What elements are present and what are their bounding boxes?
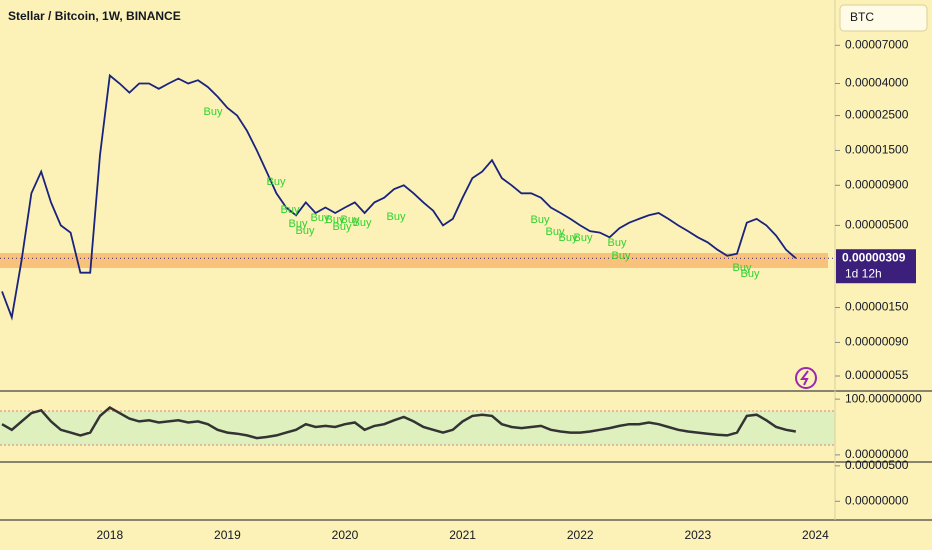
buy-annotation: Buy xyxy=(387,211,406,223)
buy-annotation: Buy xyxy=(296,225,315,237)
y-tick-label: 0.00000500 xyxy=(845,458,909,472)
buy-annotation: Buy xyxy=(741,268,760,280)
last-price-label: 0.00000309 xyxy=(842,250,906,264)
y-tick-label: 0.00000090 xyxy=(845,335,909,349)
y-tick-label: 0.00000000 xyxy=(845,447,909,461)
price-line xyxy=(1,73,797,321)
buy-annotation: Buy xyxy=(326,214,345,226)
buy-annotation: Buy xyxy=(267,176,286,188)
x-tick-label: 2018 xyxy=(96,528,123,542)
y-tick-label: 0.00000150 xyxy=(845,300,909,314)
buy-annotation: Buy xyxy=(311,212,330,224)
x-tick-label: 2022 xyxy=(567,528,594,542)
buy-annotation: Buy xyxy=(204,106,223,118)
y-tick-label: 0.00000055 xyxy=(845,368,909,382)
buy-annotation: Buy xyxy=(289,218,308,230)
x-tick-label: 2021 xyxy=(449,528,476,542)
buy-annotation: Buy xyxy=(333,221,352,233)
currency-button[interactable] xyxy=(839,4,928,32)
buy-annotation: Buy xyxy=(281,204,300,216)
buy-annotation: Buy xyxy=(341,214,360,226)
countdown-label: 1d 12h xyxy=(845,266,882,280)
buy-annotation: Buy xyxy=(353,217,372,229)
buy-annotation: Buy xyxy=(733,262,752,274)
buy-annotation: Buy xyxy=(559,232,578,244)
y-tick-label: 0.00001500 xyxy=(845,143,909,157)
support-zone xyxy=(0,253,828,268)
y-tick-label: 0.00007000 xyxy=(845,37,909,51)
y-tick-label: 0.00000900 xyxy=(845,177,909,191)
y-tick-label: 100.00000000 xyxy=(845,391,922,405)
currency-label[interactable]: BTC xyxy=(850,10,874,24)
y-tick-label: 0.00000500 xyxy=(845,218,909,232)
buy-annotation: Buy xyxy=(574,232,593,244)
last-price-box xyxy=(836,249,916,284)
x-tick-label: 2024 xyxy=(802,528,829,542)
x-tick-label: 2019 xyxy=(214,528,241,542)
price-line xyxy=(1,405,797,440)
y-tick-label: 0.00002500 xyxy=(845,108,909,122)
buy-annotation: Buy xyxy=(608,237,627,249)
chart-title: Stellar / Bitcoin, 1W, BINANCE xyxy=(8,9,181,23)
x-tick-label: 2020 xyxy=(332,528,359,542)
flash-bolt xyxy=(800,370,809,386)
buy-annotation: Buy xyxy=(612,250,631,262)
x-tick-label: 2023 xyxy=(684,528,711,542)
flash-icon[interactable] xyxy=(795,367,817,389)
buy-annotation: Buy xyxy=(546,226,565,238)
y-tick-label: 0.00004000 xyxy=(845,76,909,90)
y-tick-label: 0.00000000 xyxy=(845,493,909,507)
oscillator-band xyxy=(0,411,835,445)
buy-annotation: Buy xyxy=(531,214,550,226)
